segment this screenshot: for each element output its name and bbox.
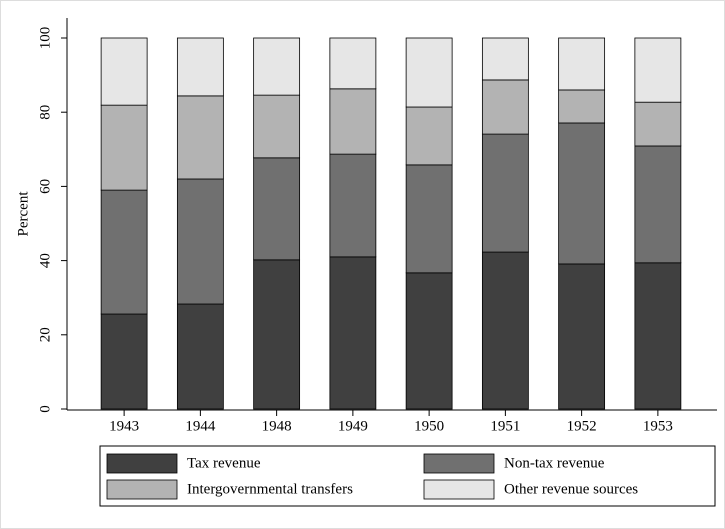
y-tick-label: 100 [37, 27, 53, 50]
bar-segment [558, 263, 606, 410]
x-tick-label: 1944 [185, 418, 216, 434]
legend-label: Other revenue sources [504, 481, 638, 497]
x-tick-label: 1951 [490, 418, 520, 434]
legend-swatch [106, 453, 178, 474]
bar-segment [634, 37, 682, 103]
bar-segment [329, 256, 377, 410]
bar-segment [253, 94, 301, 159]
bar-segment [100, 37, 148, 106]
bar-segment [176, 178, 224, 305]
legend-swatch [423, 453, 495, 474]
bar-segment [405, 106, 453, 166]
bar-segment [329, 88, 377, 155]
x-tick-label: 1950 [414, 418, 444, 434]
legend-label: Intergovernmental transfers [187, 481, 353, 497]
bar-segment [405, 164, 453, 274]
bar-segment [481, 37, 529, 81]
y-tick-label: 40 [37, 253, 53, 268]
y-tick-label: 80 [37, 105, 53, 120]
x-tick-label: 1943 [109, 418, 139, 434]
bar-segment [481, 251, 529, 410]
legend-swatch [423, 479, 495, 500]
bar-segment [176, 95, 224, 180]
x-tick-label: 1949 [338, 418, 368, 434]
y-tick-label: 20 [37, 327, 53, 342]
bar-segment [405, 37, 453, 108]
y-tick-label: 60 [37, 179, 53, 194]
x-tick-label: 1948 [262, 418, 292, 434]
bar-segment [558, 37, 606, 91]
y-axis-label: Percent [15, 191, 31, 237]
bar-segment [405, 272, 453, 410]
bar-segment [176, 37, 224, 97]
bar-segment [253, 37, 301, 96]
bar-segment [634, 101, 682, 147]
bar-segment [481, 133, 529, 253]
bar-segment [253, 157, 301, 261]
legend-swatch [106, 479, 178, 500]
bar-segment [329, 153, 377, 258]
bar-segment [100, 104, 148, 191]
x-tick-label: 1952 [567, 418, 597, 434]
bar-segment [253, 259, 301, 410]
legend-label: Tax revenue [187, 455, 261, 471]
y-tick-label: 0 [37, 405, 53, 413]
x-tick-label: 1953 [643, 418, 673, 434]
legend [99, 445, 716, 507]
bar-segment [176, 303, 224, 410]
bar-segment [100, 189, 148, 315]
bar-segment [634, 145, 682, 264]
bar-segment [558, 122, 606, 265]
bar-segment [634, 262, 682, 410]
bar-segment [329, 37, 377, 90]
bar-segment [100, 313, 148, 410]
bar-segment [558, 89, 606, 124]
bar-segment [481, 79, 529, 135]
legend-label: Non-tax revenue [504, 455, 605, 471]
